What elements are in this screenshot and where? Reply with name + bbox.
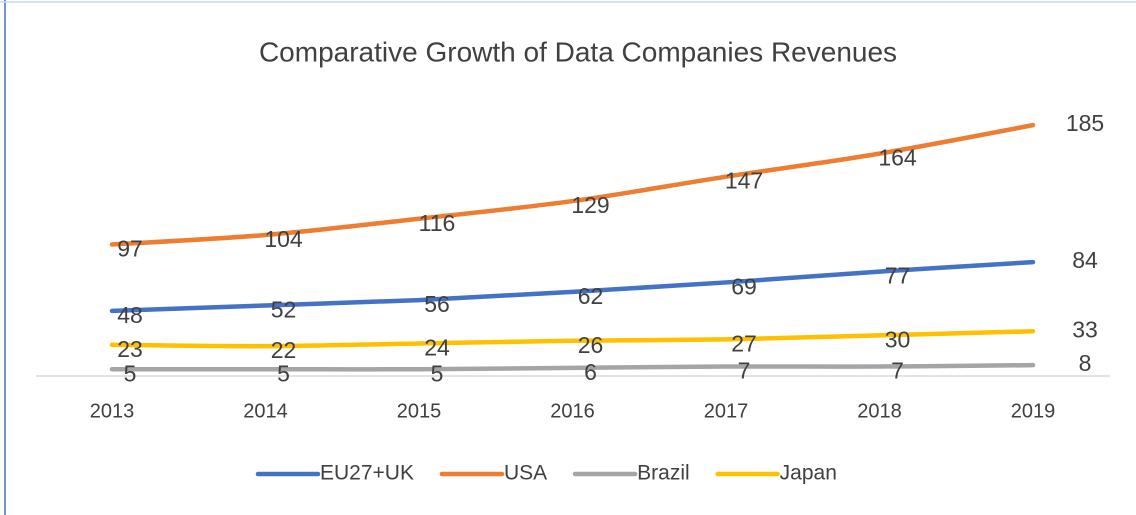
data-label: 48 (117, 302, 143, 328)
series-line (109, 329, 1036, 349)
series-line (109, 122, 1036, 247)
x-tick-label: 2013 (90, 400, 135, 422)
data-label: 129 (571, 192, 609, 218)
data-label: 22 (271, 337, 297, 363)
x-tick-label: 2018 (857, 400, 902, 422)
series-line (109, 259, 1036, 314)
data-label: 26 (578, 332, 604, 358)
legend-label: Brazil (637, 462, 690, 485)
legend-label: EU27+UK (320, 462, 414, 485)
data-label: 5 (277, 360, 290, 386)
legend-label: Japan (780, 462, 837, 485)
data-label: 77 (885, 263, 911, 289)
data-label: 7 (738, 358, 751, 384)
x-tick-label: 2014 (243, 400, 288, 422)
data-label: 8 (1079, 350, 1092, 376)
data-label: 62 (578, 283, 604, 309)
data-label: 5 (431, 360, 444, 386)
data-label: 84 (1072, 247, 1098, 273)
data-label: 27 (731, 330, 757, 356)
x-tick-label: 2017 (704, 400, 749, 422)
x-tick-label: 2016 (550, 400, 595, 422)
data-label: 23 (117, 336, 143, 362)
data-label: 116 (419, 210, 456, 236)
data-label: 56 (424, 291, 450, 317)
data-label: 24 (424, 335, 450, 361)
series-line (109, 362, 1036, 372)
legend-label: USA (504, 462, 547, 485)
data-label: 33 (1072, 316, 1098, 342)
data-label: 52 (271, 297, 297, 323)
data-label: 147 (725, 168, 763, 194)
x-tick-label: 2019 (1011, 400, 1056, 422)
x-tick-label: 2015 (397, 400, 442, 422)
data-label: 97 (117, 236, 143, 262)
chart-title: Comparative Growth of Data Companies Rev… (259, 36, 897, 67)
data-label: 185 (1066, 110, 1104, 136)
data-label: 164 (878, 145, 917, 171)
data-label: 5 (124, 360, 137, 386)
data-label: 7 (891, 358, 904, 384)
data-label: 69 (731, 274, 757, 300)
data-label: 30 (885, 326, 911, 352)
data-label: 6 (584, 359, 597, 385)
data-label: 104 (264, 226, 303, 252)
